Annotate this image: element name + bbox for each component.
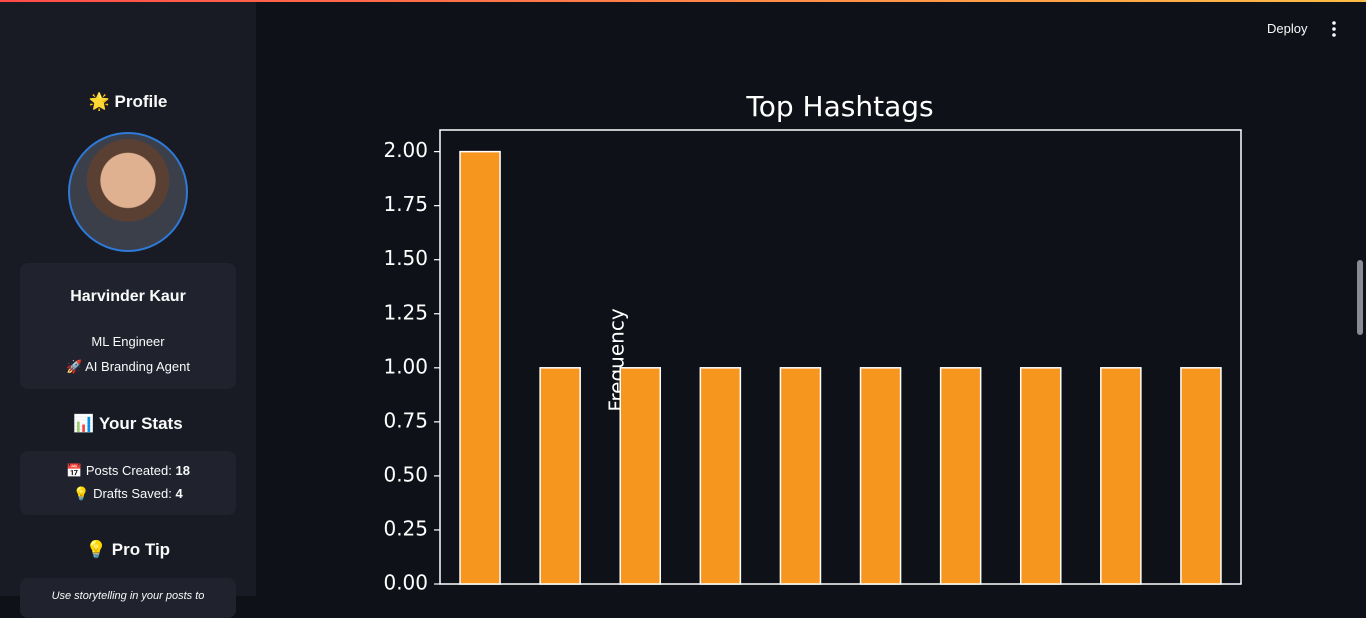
tip-card: Use storytelling in your posts to xyxy=(20,578,236,618)
menu-button[interactable] xyxy=(1330,20,1338,38)
bar xyxy=(1100,367,1142,585)
stat-row: 📅 Posts Created: 18 xyxy=(20,463,236,479)
stat-label: 📅 Posts Created: xyxy=(66,463,172,478)
stat-label: 💡 Drafts Saved: xyxy=(73,486,172,501)
sidebar: 🌟 Profile Harvinder Kaur ML Engineer 🚀 A… xyxy=(0,2,256,618)
y-tick-label: 0.25 xyxy=(383,516,428,540)
stats-card: 📅 Posts Created: 18 💡 Drafts Saved: 4 xyxy=(20,451,236,515)
bar xyxy=(619,367,662,585)
bar xyxy=(859,367,902,585)
bar xyxy=(1180,367,1222,585)
avatar xyxy=(68,132,188,252)
stats-heading: 📊 Your Stats xyxy=(73,414,183,433)
profile-tagline: 🚀 AI Branding Agent xyxy=(66,359,190,374)
profile-card: Harvinder Kaur ML Engineer 🚀 AI Branding… xyxy=(20,263,236,389)
y-tick-label: 0.00 xyxy=(383,571,428,595)
y-tick-label: 0.75 xyxy=(383,408,428,432)
stat-value: 18 xyxy=(175,463,190,478)
deploy-button[interactable]: Deploy xyxy=(1267,21,1308,36)
y-tick-label: 1.75 xyxy=(383,192,428,216)
bar xyxy=(459,150,501,585)
profile-heading: 🌟 Profile xyxy=(88,92,168,111)
top-accent xyxy=(0,0,1366,2)
y-tick-label: 1.50 xyxy=(383,246,428,270)
bar xyxy=(1019,367,1062,585)
y-tick-label: 1.00 xyxy=(383,354,428,378)
tip-text: Use storytelling in your posts to xyxy=(51,590,205,602)
bar xyxy=(779,367,822,585)
profile-role: ML Engineer xyxy=(91,334,165,349)
chart-title: Top Hashtags xyxy=(745,90,933,123)
y-tick-label: 2.00 xyxy=(383,138,428,162)
chart: Top Hashtags Frequency 0.000.250.500.751… xyxy=(383,90,1242,595)
stat-row: 💡 Drafts Saved: 4 xyxy=(20,486,236,502)
stat-value: 4 xyxy=(175,486,183,501)
y-tick-label: 0.50 xyxy=(383,462,428,486)
y-tick-label: 1.25 xyxy=(383,300,428,324)
bar xyxy=(539,367,581,585)
tip-heading: 💡 Pro Tip xyxy=(85,540,171,559)
bar xyxy=(939,367,982,585)
plot-frame xyxy=(439,129,1242,585)
scrollbar[interactable] xyxy=(1357,260,1363,335)
bar xyxy=(699,367,742,585)
profile-name: Harvinder Kaur xyxy=(70,288,186,305)
